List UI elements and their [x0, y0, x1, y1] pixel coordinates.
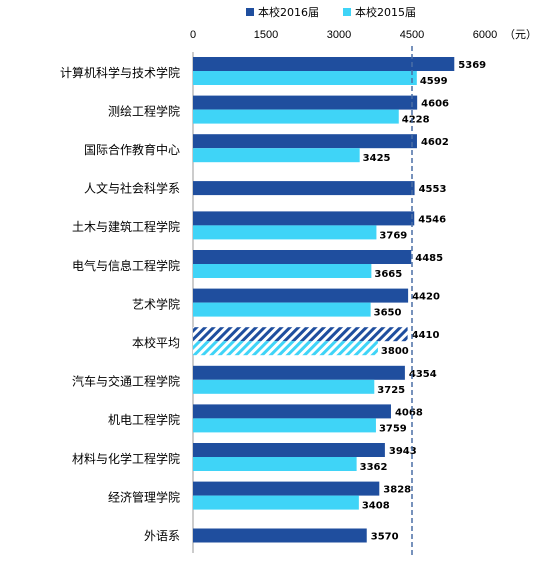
value-label-series-1: 4546: [418, 214, 446, 225]
bar-series-2: [193, 148, 360, 163]
category-label: 经济管理学院: [108, 489, 180, 504]
value-label-series-1: 4485: [415, 253, 443, 264]
bar-series-1: [193, 528, 367, 543]
bar-series-2: [193, 71, 417, 85]
value-label-series-2: 3650: [374, 308, 402, 319]
category-label: 计算机科学与技术学院: [60, 65, 180, 80]
x-tick-label: 6000: [473, 29, 497, 41]
bar-series-1: [193, 288, 409, 303]
bar-series-1: [193, 211, 415, 226]
unit-label: （元）: [504, 28, 537, 41]
value-label-series-1: 3570: [371, 532, 399, 543]
bar-series-1: [193, 404, 391, 419]
bar-series-1: [193, 365, 405, 380]
value-label-series-2: 3759: [379, 423, 407, 434]
bar-series-2: [193, 379, 375, 394]
x-tick-label: 0: [190, 29, 196, 41]
legend-swatch-series-1: [246, 8, 254, 16]
value-label-series-2: 3425: [363, 153, 391, 164]
x-tick-label: 3000: [327, 29, 351, 41]
bar-series-1: [193, 327, 408, 342]
value-label-series-1: 4553: [419, 184, 447, 195]
category-label: 国际合作教育中心: [84, 142, 180, 157]
bar-series-2: [193, 225, 377, 240]
category-label: 机电工程学院: [108, 412, 180, 427]
bar-series-2: [193, 495, 359, 510]
value-label-series-2: 3769: [379, 230, 407, 241]
bar-series-1: [193, 250, 412, 264]
bar-series-1: [193, 181, 415, 196]
value-label-series-2: 4228: [402, 115, 430, 126]
value-label-series-2: 4599: [420, 76, 448, 87]
category-label: 土木与建筑工程学院: [72, 219, 180, 234]
category-label: 电气与信息工程学院: [72, 258, 180, 273]
bar-series-1: [193, 95, 418, 110]
legend-label-series-2: 本校2015届: [355, 5, 416, 19]
x-axis-ticks: 0 1500 3000 4500 6000: [190, 29, 497, 41]
bar-series-1: [193, 57, 455, 71]
category-label: 材料与化学工程学院: [72, 451, 180, 466]
bar-series-2: [193, 302, 371, 317]
legend: 本校2016届 本校2015届: [246, 5, 416, 19]
legend-label-series-1: 本校2016届: [258, 5, 319, 19]
value-label-series-1: 4420: [412, 292, 440, 303]
bar-series-2: [193, 109, 399, 124]
category-label: 外语系: [144, 529, 180, 543]
category-label: 艺术学院: [132, 296, 180, 311]
x-tick-label: 1500: [254, 29, 278, 41]
value-label-series-1: 3828: [383, 485, 411, 496]
category-label: 人文与社会科学系: [84, 181, 180, 196]
value-label-series-1: 3943: [389, 446, 417, 457]
value-label-series-2: 3408: [362, 501, 390, 512]
legend-swatch-series-2: [343, 8, 351, 16]
value-label-series-2: 3800: [381, 346, 409, 357]
value-label-series-2: 3725: [377, 385, 405, 396]
value-label-series-2: 3665: [374, 269, 402, 280]
value-label-series-1: 4606: [421, 99, 449, 110]
bar-series-1: [193, 481, 380, 496]
category-label: 测绘工程学院: [108, 103, 180, 118]
bar-series-1: [193, 134, 417, 149]
bar-series-2: [193, 341, 378, 356]
value-label-series-1: 4068: [395, 407, 423, 418]
value-label-series-1: 5369: [458, 60, 486, 71]
value-label-series-2: 3362: [360, 462, 388, 473]
bar-series-2: [193, 457, 357, 471]
value-label-series-1: 4602: [421, 137, 449, 148]
bar-series-2: [193, 418, 376, 433]
category-label: 本校平均: [132, 335, 180, 350]
bars: [193, 57, 455, 543]
value-label-series-1: 4410: [412, 330, 440, 341]
category-label: 汽车与交通工程学院: [72, 374, 180, 389]
bar-series-1: [193, 443, 385, 457]
bar-series-2: [193, 264, 372, 278]
value-label-series-1: 4354: [409, 369, 437, 380]
value-labels: 5369 4599 4606 4228 4602 3425 4553 4546 3769 4485…: [360, 60, 487, 543]
category-labels: 计算机科学与技术学院测绘工程学院国际合作教育中心人文与社会科学系土木与建筑工程学…: [60, 65, 180, 543]
x-tick-label: 4500: [400, 29, 424, 41]
